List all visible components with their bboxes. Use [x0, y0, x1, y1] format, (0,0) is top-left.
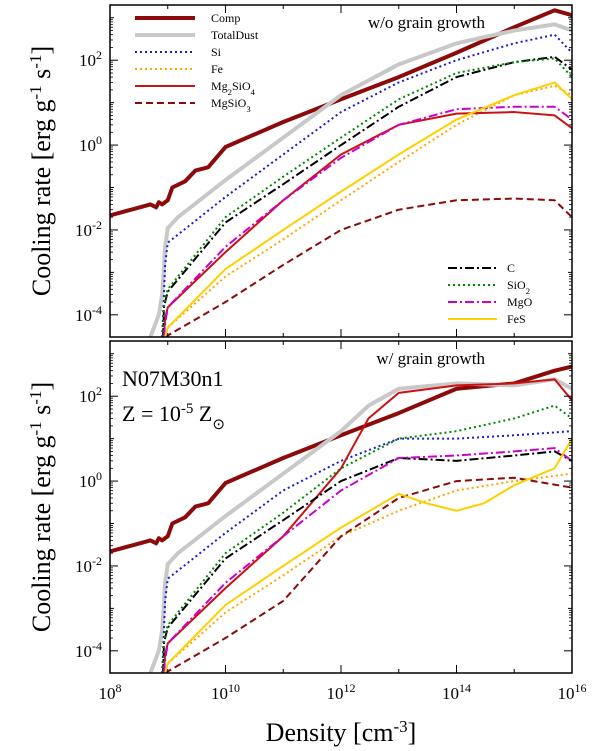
- legend-entry-fes: FeS: [507, 312, 526, 326]
- legend-entry-mgsio3: MgSiO3: [211, 96, 251, 114]
- panel-title: w/o grain growth: [368, 13, 486, 32]
- series-group: [110, 8, 572, 337]
- legend-entry-mgo: MgO: [507, 295, 533, 309]
- series-line-mgo: [162, 447, 572, 673]
- series-line-c: [162, 55, 572, 337]
- legend-entry-sio2: SiO2: [507, 278, 530, 296]
- y-tick-label: 102: [79, 384, 102, 406]
- y-tick-label: 10-2: [75, 218, 102, 240]
- y-tick-label: 100: [79, 469, 102, 491]
- x-tick-label: 1010: [211, 681, 240, 703]
- y-tick-label: 10-4: [75, 303, 102, 325]
- series-line-fes: [164, 81, 572, 337]
- y-axis-title: Cooling rate [erg g-1 s-1]: [26, 46, 57, 296]
- panels: 10-4 10-2 100 102 Cooling rate [erg g-1 s-1]…: [26, 4, 587, 748]
- series-line-mgsio3: [164, 197, 572, 337]
- series-line-si: [161, 430, 572, 673]
- legend-entry-si: Si: [211, 45, 222, 59]
- series-line-comp: [110, 8, 572, 218]
- x-axis-title: Density [cm-3]: [266, 717, 417, 748]
- y-tick-label: 102: [79, 48, 102, 70]
- legend-entry-total-dust: TotalDust: [211, 28, 259, 42]
- model-name-label: N07M30n1: [122, 366, 223, 391]
- y-axis-title: Cooling rate [erg g-1 s-1]: [26, 382, 57, 632]
- series-line-si: [161, 33, 572, 337]
- series-line-sio2: [162, 57, 572, 337]
- x-tick-label: 1014: [442, 681, 471, 703]
- panel-bottom: 10-4 10-2 100 102 Cooling rate [erg g-1 s-1]…: [26, 340, 587, 748]
- panel-top: 10-4 10-2 100 102 Cooling rate [erg g-1 s-1]…: [26, 4, 573, 338]
- x-tick-label: 108: [99, 681, 122, 703]
- legend-entry-comp: Comp: [211, 11, 240, 25]
- y-tick-label: 10-2: [75, 554, 102, 576]
- series-line-comp: [110, 364, 572, 554]
- y-tick-label: 10-4: [75, 639, 102, 661]
- legend-entry-c: C: [507, 261, 515, 275]
- series-line-fe: [164, 472, 572, 673]
- metallicity-label: Z = 10-5 Z⊙: [122, 401, 225, 433]
- series-line-mgsio3: [164, 476, 572, 673]
- series-group: [110, 364, 572, 673]
- series-line-total-dust: [148, 22, 572, 337]
- legend-entry-mg2sio4: Mg2SiO4: [211, 79, 256, 97]
- plot-frame: [109, 4, 573, 338]
- series-line-mg2sio4: [162, 378, 572, 673]
- series-line-mgo: [162, 105, 572, 337]
- series-line-c: [162, 450, 572, 673]
- y-tick-label: 100: [79, 133, 102, 155]
- x-tick-label: 1016: [558, 681, 587, 703]
- series-line-sio2: [162, 404, 572, 673]
- series-line-fes: [164, 438, 572, 673]
- panel-title: w/ grain growth: [376, 349, 485, 368]
- legend-entry-fe: Fe: [211, 62, 223, 76]
- x-tick-label: 1012: [327, 681, 356, 703]
